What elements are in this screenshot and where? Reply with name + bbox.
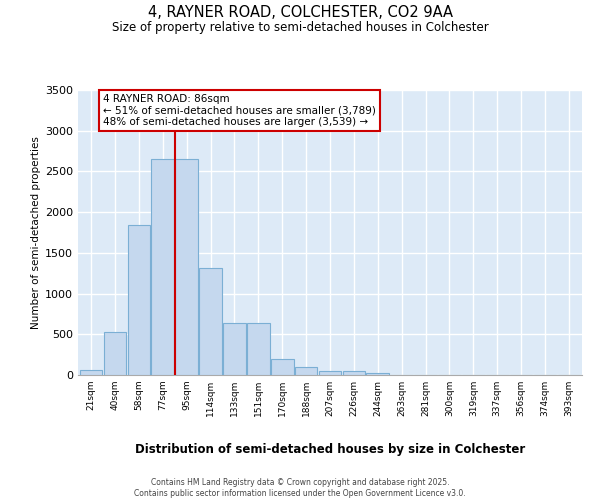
Bar xyxy=(367,372,389,375)
Text: 4 RAYNER ROAD: 86sqm
← 51% of semi-detached houses are smaller (3,789)
48% of se: 4 RAYNER ROAD: 86sqm ← 51% of semi-detac… xyxy=(103,94,376,128)
Text: 4, RAYNER ROAD, COLCHESTER, CO2 9AA: 4, RAYNER ROAD, COLCHESTER, CO2 9AA xyxy=(148,5,452,20)
Bar xyxy=(199,268,222,375)
Bar xyxy=(128,225,150,375)
Text: Contains HM Land Registry data © Crown copyright and database right 2025.
Contai: Contains HM Land Registry data © Crown c… xyxy=(134,478,466,498)
Bar xyxy=(271,358,293,375)
Text: Distribution of semi-detached houses by size in Colchester: Distribution of semi-detached houses by … xyxy=(135,442,525,456)
Bar xyxy=(175,159,198,375)
Bar xyxy=(104,332,127,375)
Bar xyxy=(223,323,246,375)
Y-axis label: Number of semi-detached properties: Number of semi-detached properties xyxy=(31,136,41,329)
Bar xyxy=(343,371,365,375)
Text: Size of property relative to semi-detached houses in Colchester: Size of property relative to semi-detach… xyxy=(112,21,488,34)
Bar xyxy=(151,159,174,375)
Bar xyxy=(319,371,341,375)
Bar xyxy=(80,370,103,375)
Bar xyxy=(295,367,317,375)
Bar xyxy=(247,323,269,375)
